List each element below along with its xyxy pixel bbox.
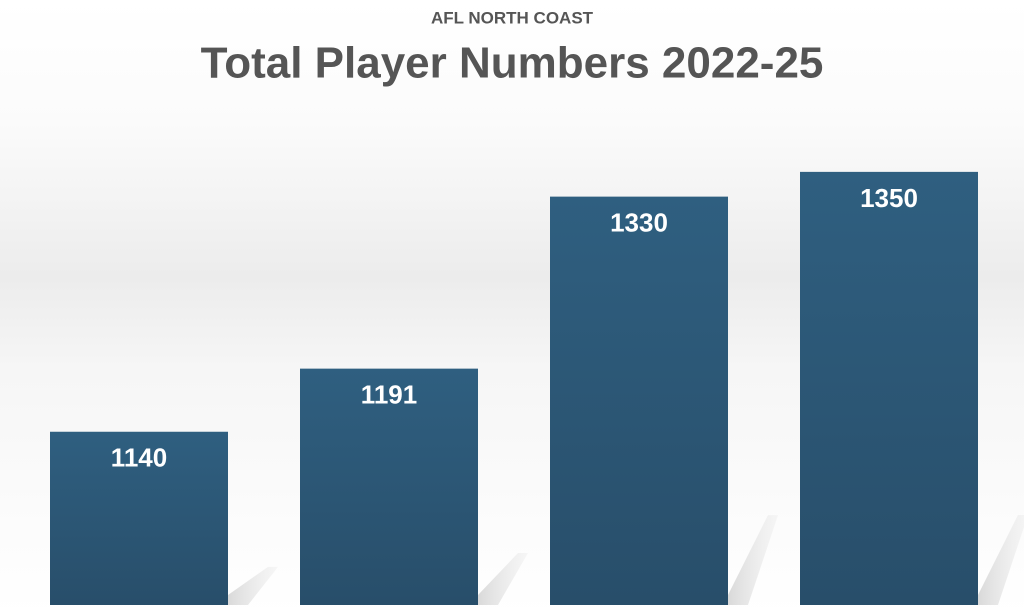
bar <box>550 196 728 605</box>
bar-shadow <box>478 553 528 605</box>
bar <box>800 171 978 605</box>
value-label: 1191 <box>361 380 417 410</box>
value-label: 1140 <box>111 443 167 473</box>
bar <box>50 431 228 605</box>
chart-title: Total Player Numbers 2022-25 <box>201 39 824 88</box>
chart-subtitle: AFL NORTH COAST <box>431 8 594 27</box>
bar <box>300 368 478 605</box>
bar-shadow <box>228 566 278 605</box>
bar-shadow <box>728 515 778 605</box>
bar-shadow <box>978 515 1024 605</box>
value-label: 1330 <box>610 208 668 238</box>
plot-area: 1140 1191 1330 1350 <box>50 171 1024 605</box>
value-label: 1350 <box>860 183 918 213</box>
